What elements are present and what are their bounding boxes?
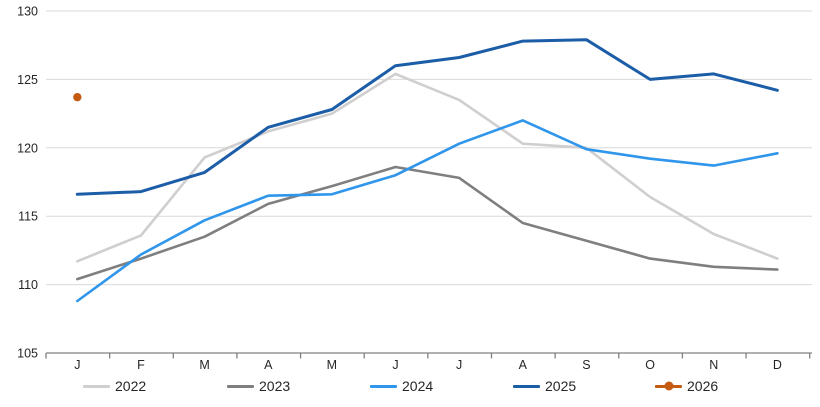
legend-item-2022: 2022 — [83, 375, 146, 397]
series-line-2024 — [76, 119, 779, 303]
x-axis-label-9-O: O — [645, 358, 655, 371]
legend-item-2023: 2023 — [227, 375, 290, 397]
legend-line-dot-icon — [655, 381, 682, 391]
x-axis-label-7-A: A — [519, 358, 528, 371]
chart-canvas: 105 110 115 120 125 130 J F M A M J J A S O N D — [17, 5, 812, 372]
legend-label-2025: 2025 — [545, 378, 577, 394]
legend-label-2024: 2024 — [402, 378, 434, 394]
legend-item-2026: 2026 — [655, 375, 718, 397]
x-axis-label-1-F: F — [137, 358, 145, 371]
legend-line-icon — [370, 384, 397, 388]
x-axis-label-0-J: J — [74, 358, 80, 371]
legend-line-icon — [83, 384, 110, 388]
x-axis-label-3-A: A — [264, 358, 273, 371]
y-axis-label-120: 120 — [17, 141, 38, 155]
x-axis-label-10-N: N — [709, 358, 718, 371]
y-axis-label-115: 115 — [18, 210, 38, 224]
legend-line-icon — [227, 384, 254, 388]
chart-legend: 2022 2023 2024 2025 2026 — [0, 369, 820, 407]
series-line-2022 — [76, 72, 779, 263]
legend-line-icon — [513, 384, 540, 388]
data-point-2026 — [73, 92, 82, 102]
legend-label-2023: 2023 — [259, 378, 291, 394]
series-line-2025 — [75, 38, 779, 196]
legend-label-2022: 2022 — [115, 378, 147, 394]
x-axis-label-2-M: M — [199, 358, 209, 371]
x-axis-label-8-S: S — [582, 358, 590, 371]
legend-label-2026: 2026 — [687, 378, 719, 394]
x-axis-label-11-D: D — [773, 358, 782, 371]
y-axis-label-110: 110 — [18, 278, 38, 292]
x-axis-label-6-J: J — [456, 358, 462, 371]
x-axis-label-5-J: J — [392, 358, 398, 371]
legend-item-2025: 2025 — [513, 375, 576, 397]
y-axis-label-130: 130 — [17, 5, 38, 19]
legend-dot-icon — [664, 381, 673, 391]
legend-item-2024: 2024 — [370, 375, 433, 397]
x-axis-label-4-M: M — [327, 358, 337, 371]
y-axis-label-105: 105 — [17, 347, 38, 361]
y-axis-label-125: 125 — [17, 73, 38, 87]
series-line-2023 — [76, 165, 779, 281]
line-chart: 105 110 115 120 125 130 J F M A M J J A S O N D — [17, 5, 812, 372]
